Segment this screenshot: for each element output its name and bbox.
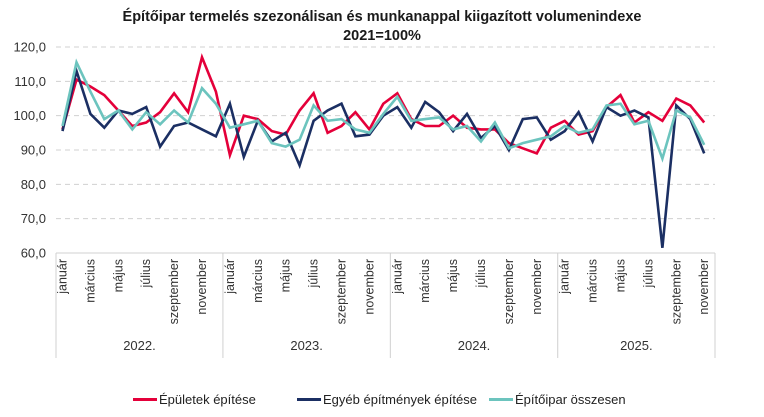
legend-swatch bbox=[297, 398, 321, 401]
y-tick-label: 110,0 bbox=[14, 74, 46, 89]
x-tick-label: november bbox=[530, 259, 544, 315]
year-label: 2025. bbox=[620, 338, 653, 353]
x-tick-label: május bbox=[446, 259, 460, 292]
x-tick-label: május bbox=[614, 259, 628, 292]
gridlines bbox=[56, 46, 715, 220]
x-tick-label: március bbox=[83, 259, 97, 303]
series-lines bbox=[61, 53, 706, 248]
legend-label: Egyéb építmények építése bbox=[323, 392, 477, 407]
x-tick-label: július bbox=[641, 259, 655, 289]
legend-label: Épületek építése bbox=[159, 392, 256, 407]
y-axis: 60,0 70,0 80,0 90,0 100,0 110,0 120,0 bbox=[13, 40, 46, 261]
legend-swatch bbox=[489, 398, 513, 401]
chart-title: Építőipar termelés szezonálisan és munka… bbox=[0, 8, 764, 46]
y-tick-label: 80,0 bbox=[21, 177, 46, 192]
x-tick-label: március bbox=[418, 259, 432, 303]
x-tick-label: május bbox=[279, 259, 293, 292]
x-tick-label: november bbox=[362, 259, 376, 315]
x-tick-label: november bbox=[697, 259, 711, 315]
x-tick-label: január bbox=[390, 259, 404, 295]
x-tick-label: március bbox=[586, 259, 600, 303]
year-label: 2024. bbox=[458, 338, 491, 353]
legend-swatch bbox=[133, 398, 157, 401]
y-tick-label: 70,0 bbox=[21, 211, 46, 226]
year-label: 2022. bbox=[123, 338, 156, 353]
y-tick-label: 120,0 bbox=[13, 40, 46, 55]
x-tick-label: január bbox=[223, 259, 237, 295]
y-tick-label: 100,0 bbox=[13, 108, 46, 123]
x-tick-label: március bbox=[251, 259, 265, 303]
x-tick-label: július bbox=[474, 259, 488, 289]
x-tick-label: szeptember bbox=[167, 259, 181, 324]
x-tick-label: május bbox=[111, 259, 125, 292]
legend-item: Egyéb építmények építése bbox=[297, 392, 477, 407]
y-tick-label: 90,0 bbox=[21, 143, 46, 158]
x-tick-label: szeptember bbox=[669, 259, 683, 324]
x-tick-label: szeptember bbox=[335, 259, 349, 324]
x-tick-label: január bbox=[558, 259, 572, 295]
series-line-3 bbox=[61, 58, 706, 163]
series-line-2 bbox=[61, 66, 706, 248]
x-tick-label: szeptember bbox=[502, 259, 516, 324]
legend: Épületek építése Egyéb építmények építése… bbox=[0, 392, 764, 412]
year-label: 2023. bbox=[290, 338, 323, 353]
y-tick-label: 60,0 bbox=[21, 246, 46, 261]
legend-item: Építőipar összesen bbox=[489, 392, 626, 407]
x-tick-label: július bbox=[139, 259, 153, 289]
legend-item: Épületek építése bbox=[133, 392, 256, 407]
chart-title-main: Építőipar termelés szezonálisan és munka… bbox=[122, 9, 642, 25]
x-axis: január március május július szeptember novemb… bbox=[55, 252, 716, 358]
x-tick-label: január bbox=[56, 259, 70, 295]
x-tick-label: november bbox=[195, 259, 209, 315]
chart-subtitle: 2021=100% bbox=[343, 28, 421, 44]
legend-label: Építőipar összesen bbox=[515, 392, 626, 407]
x-tick-label: július bbox=[307, 259, 321, 289]
